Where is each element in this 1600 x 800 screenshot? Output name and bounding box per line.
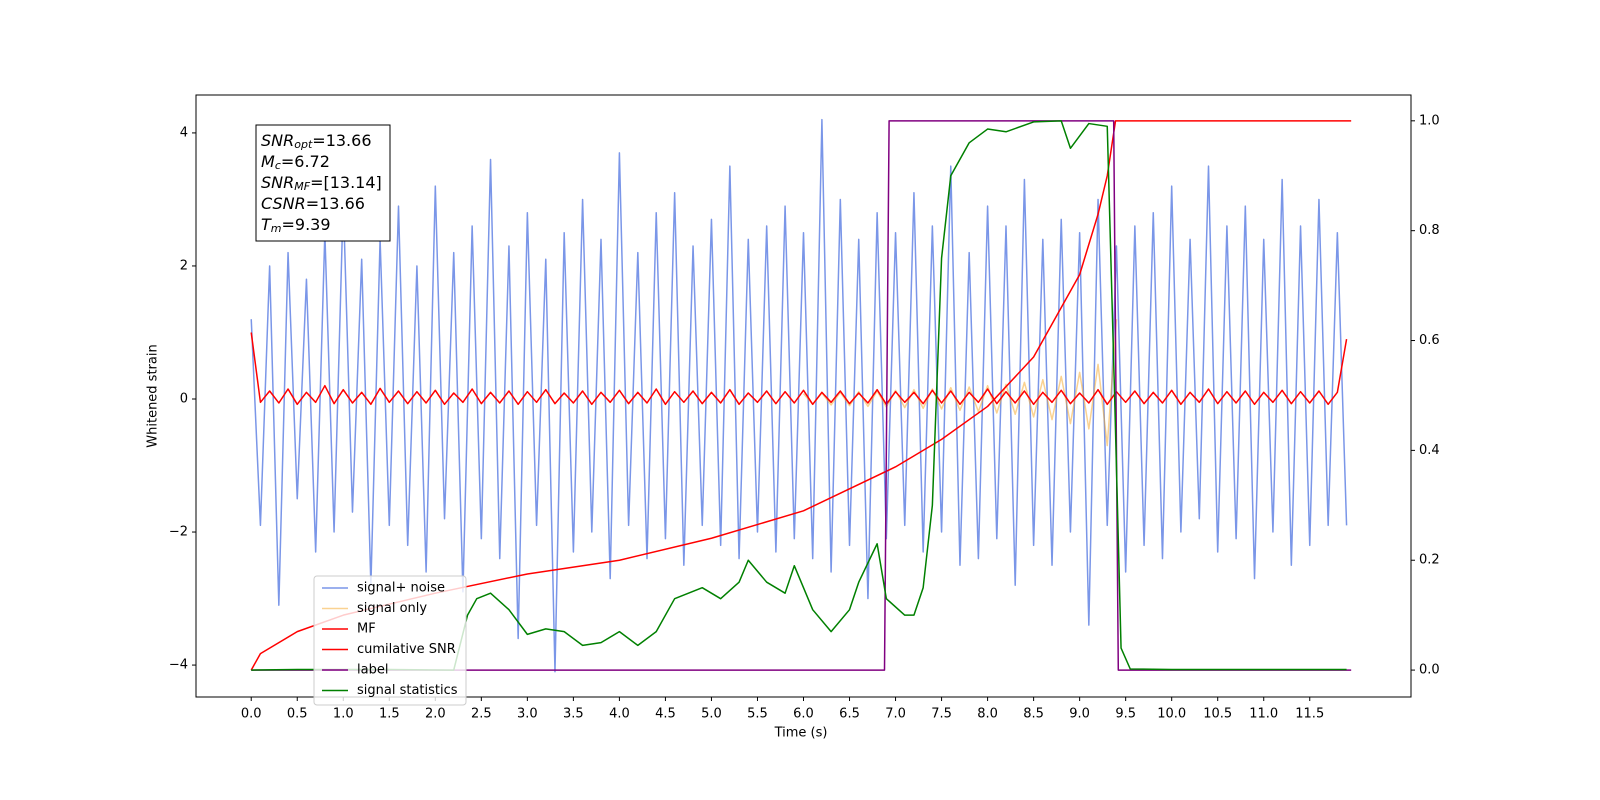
x-tick-label: 10.5: [1203, 707, 1232, 722]
annotation-text: =[13.14]: [310, 173, 382, 192]
annotation: SNRMF=[13.14]: [261, 173, 382, 194]
legend-label: signal+ noise: [357, 581, 445, 596]
annotation-subscript: c: [275, 159, 281, 172]
annotation: Tm=9.39: [261, 215, 331, 236]
x-tick-label: 7.0: [885, 707, 906, 722]
legend-frame: [313, 575, 467, 706]
series-line: [250, 332, 1348, 406]
x-tick-label: 7.5: [931, 707, 952, 722]
x-tick-label: 1.5: [379, 707, 400, 722]
legend: signal+ noise signal only MF cumilative SNR…: [313, 575, 467, 706]
x-tick-label: 8.5: [1023, 707, 1044, 722]
x-tick-label: 3.0: [517, 707, 538, 722]
y-tick-label: −4: [169, 658, 188, 673]
annotation-symbol: SNR: [261, 173, 294, 192]
x-tick-label: 5.0: [701, 707, 722, 722]
y2-tick-label: 0.2: [1419, 553, 1440, 568]
x-tick-label: 6.0: [793, 707, 814, 722]
annotation-text: =6.72: [281, 152, 330, 171]
x-tick-label: 8.0: [977, 707, 998, 722]
annotation-symbol: SNR: [261, 131, 294, 150]
x-tick-label: 0.5: [287, 707, 308, 722]
x-tick-label: 9.5: [1115, 707, 1136, 722]
annotation-text: =13.66: [306, 194, 365, 213]
y2-tick-label: 0.8: [1419, 223, 1440, 238]
x-tick-label: 2.5: [471, 707, 492, 722]
annotation-symbol: M: [261, 152, 275, 171]
x-tick-label: 9.0: [1069, 707, 1090, 722]
x-tick-label: 11.0: [1249, 707, 1278, 722]
y2-tick-label: 0.0: [1419, 663, 1440, 678]
series-line: [250, 118, 1348, 673]
annotation-symbol: T: [261, 215, 272, 234]
annotation-frame: [255, 124, 391, 242]
annotation-subscript: MF: [294, 180, 310, 193]
x-tick-label: 3.5: [563, 707, 584, 722]
x-tick-label: 6.5: [839, 707, 860, 722]
legend-label: cumilative SNR: [357, 642, 456, 657]
y-tick-label: 4: [180, 125, 188, 140]
legend-label: MF: [357, 622, 376, 637]
x-tick-label: 4.0: [609, 707, 630, 722]
x-axis-label: Time (s): [774, 726, 828, 741]
annotation-box: SNRopt=13.66Mc=6.72SNRMF=[13.14]CSNR=13.…: [255, 124, 391, 242]
x-tick-label: 11.5: [1295, 707, 1324, 722]
annotation: CSNR=13.66: [261, 194, 365, 213]
x-tick-label: 1.0: [333, 707, 354, 722]
annotation: SNRopt=13.66: [261, 131, 372, 152]
x-tick-label: 2.0: [425, 707, 446, 722]
x-tick-label: 10.0: [1157, 707, 1186, 722]
legend-label: signal only: [357, 601, 427, 616]
annotation: Mc=6.72: [261, 152, 330, 173]
annotation-symbol: CSNR: [261, 194, 306, 213]
series-line: [251, 120, 1347, 671]
x-tick-label: 4.5: [655, 707, 676, 722]
y2-tick-label: 0.4: [1419, 443, 1440, 458]
y2-tick-label: 0.6: [1419, 333, 1440, 348]
legend-label: label: [357, 663, 388, 678]
y-tick-label: 0: [180, 391, 188, 406]
annotation-text: =9.39: [282, 215, 331, 234]
x-tick-label: 0.0: [241, 707, 262, 722]
y-tick-label: 2: [180, 258, 188, 273]
y2-tick-label: 1.0: [1419, 113, 1440, 128]
annotation-text: =13.66: [312, 131, 371, 150]
y-axis-label: Whitened strain: [146, 344, 161, 447]
y-tick-label: −2: [169, 525, 188, 540]
annotation-subscript: m: [271, 222, 282, 235]
annotation-subscript: opt: [294, 138, 313, 151]
legend-label: signal statistics: [357, 683, 458, 698]
x-tick-label: 5.5: [747, 707, 768, 722]
